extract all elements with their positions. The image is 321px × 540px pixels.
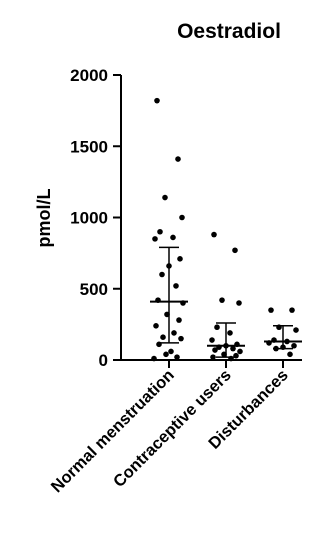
data-point (237, 348, 243, 355)
data-point (154, 97, 160, 104)
chart-title: Oestradiol (177, 20, 281, 43)
data-point (232, 247, 238, 254)
data-point (271, 337, 277, 343)
data-point (212, 347, 218, 353)
error-bars (150, 246, 302, 358)
data-point (174, 354, 180, 360)
data-point (268, 307, 274, 313)
data-point (209, 337, 215, 343)
data-point (230, 345, 236, 352)
data-point (151, 355, 157, 362)
data-point (159, 271, 165, 278)
data-point (223, 342, 229, 349)
y-tick-label: 0 (99, 351, 108, 370)
data-point (156, 341, 162, 348)
data-point (164, 311, 170, 318)
data-point (173, 283, 179, 289)
data-point (155, 297, 161, 303)
data-point (291, 342, 297, 349)
data-point (293, 327, 299, 333)
data-point (210, 354, 216, 360)
data-point (176, 317, 182, 323)
y-axis-label: pmol/L (34, 189, 54, 248)
data-point (216, 344, 222, 350)
data-point (153, 323, 159, 329)
data-point (170, 234, 176, 241)
data-point (221, 351, 227, 358)
data-point (227, 330, 233, 336)
data-point (175, 156, 181, 162)
data-point (177, 256, 183, 262)
data-point (219, 297, 225, 303)
y-tick-label: 1500 (70, 137, 108, 156)
y-ticks: 0 500 1000 1500 2000 (70, 66, 121, 370)
data-point (162, 194, 168, 201)
data-points (151, 97, 299, 362)
data-point (287, 351, 293, 358)
data-point (233, 352, 239, 359)
data-point (160, 334, 166, 341)
y-tick-label: 1000 (70, 209, 108, 228)
data-point (289, 307, 295, 313)
data-point (228, 355, 234, 362)
data-point (236, 300, 242, 306)
data-point (180, 300, 186, 306)
data-point (284, 338, 290, 345)
data-point (171, 330, 177, 336)
data-point (211, 231, 217, 238)
data-point (152, 236, 158, 242)
y-tick-label: 500 (80, 280, 108, 299)
data-point (266, 340, 272, 346)
data-point (234, 341, 240, 348)
data-point (157, 228, 163, 235)
data-point (166, 263, 172, 269)
data-point (163, 351, 169, 358)
data-point (280, 344, 286, 350)
data-point (214, 324, 220, 331)
data-point (276, 324, 282, 331)
data-point (179, 214, 185, 221)
data-point (168, 348, 174, 355)
y-tick-label: 2000 (70, 66, 108, 85)
data-point (178, 335, 184, 342)
data-point (273, 345, 279, 352)
